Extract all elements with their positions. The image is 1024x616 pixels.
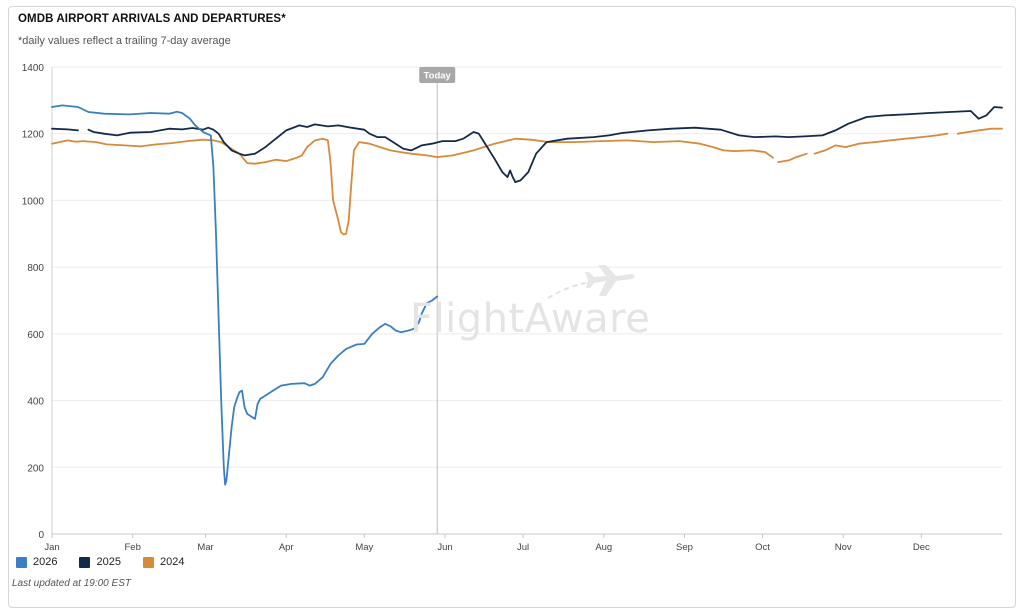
series-line-2024 (51, 137, 774, 236)
x-tick-label: Apr (279, 542, 294, 553)
x-tick-label: Jul (517, 542, 529, 553)
x-tick-label: Jan (44, 542, 59, 553)
airplane-icon (547, 265, 635, 299)
chart-title: OMDB AIRPORT ARRIVALS AND DEPARTURES* (18, 13, 286, 25)
series-line-2025 (87, 106, 1003, 183)
y-tick-label: 400 (27, 397, 44, 408)
x-tick-label: Sep (676, 542, 693, 553)
legend-label: 2024 (159, 556, 185, 568)
y-tick-label: 0 (38, 530, 44, 541)
series-line-2024 (813, 132, 949, 155)
chart-subtitle: *daily values reflect a trailing 7-day a… (18, 35, 231, 47)
series-line-2024 (956, 127, 1003, 135)
x-tick-label: Aug (595, 542, 612, 553)
y-tick-label: 1400 (22, 63, 45, 74)
x-tick-label: Dec (913, 542, 930, 553)
legend-label: 2026 (33, 556, 58, 568)
y-tick-label: 1200 (22, 130, 45, 141)
x-tick-label: May (355, 542, 373, 553)
y-tick-label: 600 (27, 330, 44, 341)
series-lines (51, 104, 1003, 486)
today-label-bg (419, 67, 456, 83)
y-tick-label: 200 (27, 463, 44, 474)
y-tick-label: 1000 (22, 196, 45, 207)
series-line-2025 (51, 127, 79, 132)
x-tick-label: Jun (437, 542, 452, 553)
legend-swatch (79, 556, 91, 568)
legend-swatch (142, 556, 154, 568)
legend-item-2026[interactable]: 2026 (16, 556, 57, 568)
legend-label: 2025 (96, 556, 121, 568)
series-line-2024 (777, 152, 808, 163)
x-tick-label: Mar (197, 542, 213, 553)
legend-swatch (16, 556, 27, 568)
flightaware-watermark: FlightAware (410, 296, 651, 342)
legend: 2026 2025 2024 (16, 556, 184, 568)
x-tick-label: Feb (124, 542, 140, 553)
legend-item-2024[interactable]: 2024 (142, 556, 185, 568)
x-tick-label: Oct (755, 542, 770, 553)
today-label: Today (424, 71, 452, 82)
last-updated-text: Last updated at 19:00 EST (12, 578, 131, 589)
axes: 0 200 400 600 800 1000 1200 1400 Jan Feb Mar Apr May… (22, 63, 930, 553)
chart-card (8, 6, 1016, 608)
x-tick-label: Nov (835, 542, 852, 553)
series-line-2026 (51, 104, 439, 486)
y-tick-label: 800 (27, 263, 44, 274)
legend-item-2025[interactable]: 2025 (79, 556, 121, 568)
